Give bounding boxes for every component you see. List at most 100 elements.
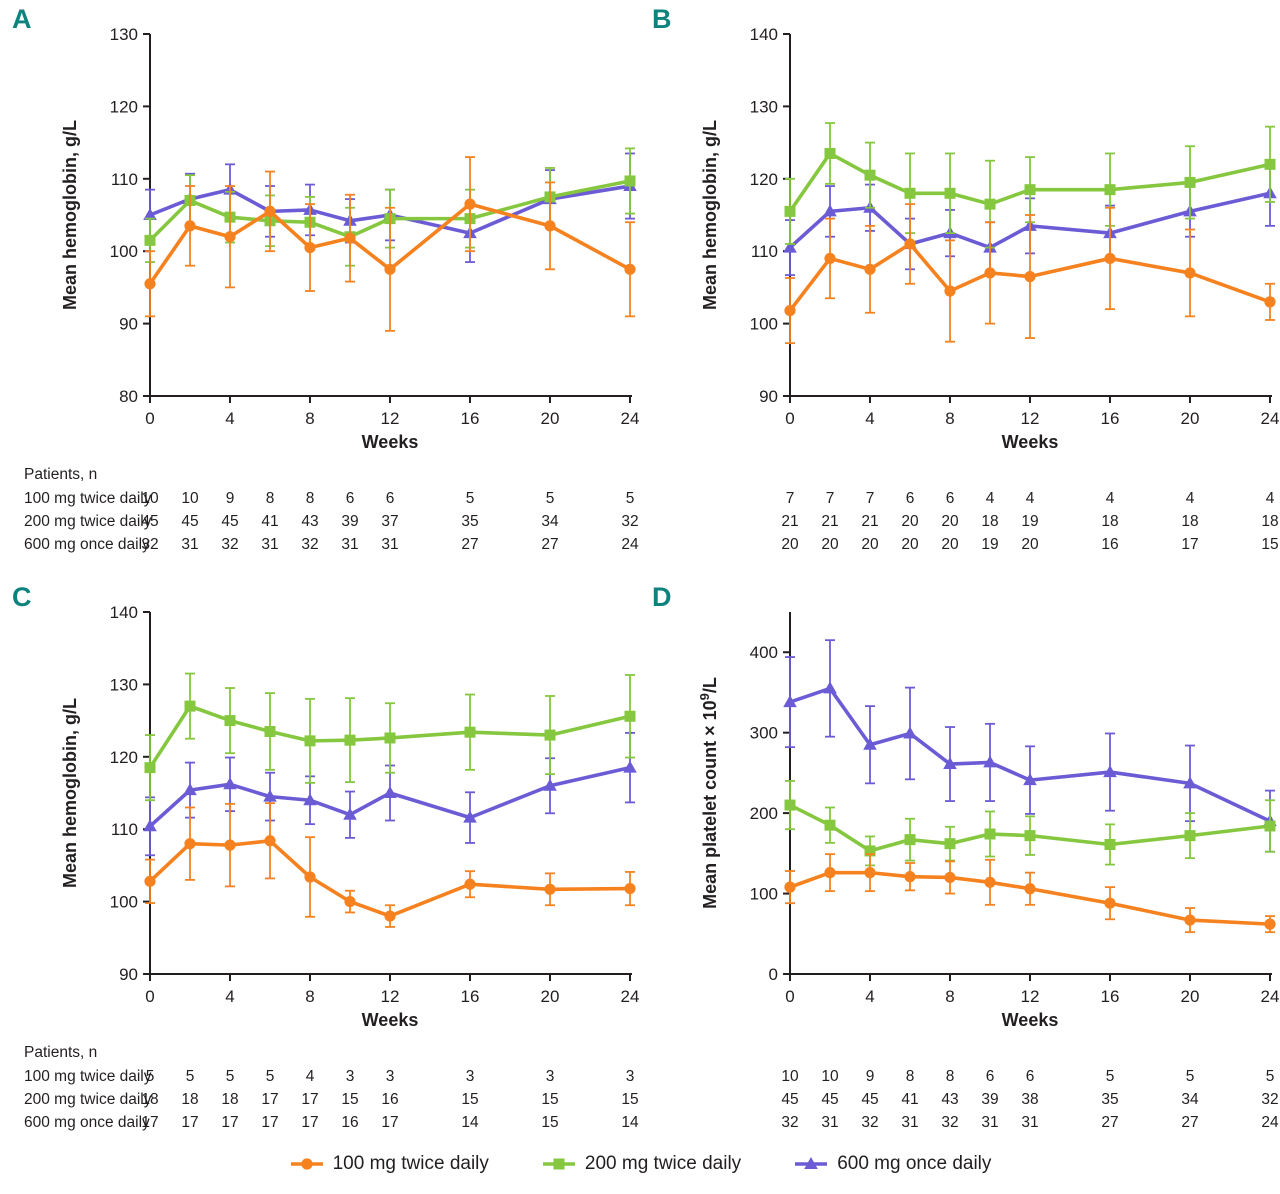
patients-count: 34 (541, 513, 559, 530)
patients-row-label: 200 mg twice daily (24, 1091, 152, 1108)
data-point-circle (184, 220, 196, 232)
data-point-square (824, 819, 836, 831)
panel-C-chart: 90 100 110 120 130 140 0 4 8 12 16 20 24 Weeks Mean he… (60, 603, 640, 1030)
patients-count: 15 (541, 1114, 559, 1131)
panel-B: B 90 100 110 120 130 140 0 4 8 12 16 20 24 Weeks Mean … (640, 0, 1280, 578)
patients-count: 8 (265, 490, 275, 507)
patients-count: 4 (1105, 490, 1115, 507)
x-tick-label: 16 (1101, 987, 1120, 1006)
data-point-square (1184, 176, 1196, 188)
legend: 100 mg twice daily 200 mg twice daily 600 … (0, 1136, 1280, 1192)
data-point-square (464, 726, 476, 738)
x-tick-label: 4 (225, 987, 234, 1006)
patients-count: 45 (141, 513, 159, 530)
data-point-circle (864, 263, 876, 275)
data-point-triangle (143, 208, 157, 220)
patients-count: 20 (901, 513, 919, 530)
patients-count: 37 (381, 513, 399, 530)
x-tick-label: 24 (621, 987, 640, 1006)
legend-item: 600 mg once daily (793, 1153, 991, 1175)
patients-count: 3 (345, 1068, 355, 1085)
ylabel-text: /L (700, 677, 720, 693)
data-point-square (784, 205, 796, 217)
patients-count: 20 (821, 536, 839, 553)
series-line (788, 870, 1272, 926)
data-point-circle (224, 231, 236, 243)
patients-count: 34 (1181, 1091, 1199, 1108)
patients-count: 38 (1021, 1091, 1039, 1108)
patients-count: 19 (981, 536, 999, 553)
data-point-circle (184, 838, 196, 850)
data-point-square (553, 1158, 565, 1170)
y-axis-title: Mean hemoglobin, g/L (60, 120, 80, 310)
series-line (148, 838, 632, 918)
data-point-circle (1184, 914, 1196, 926)
x-tick-label: 0 (145, 409, 154, 428)
data-point-circle (544, 883, 556, 895)
x-tick-label: 4 (865, 409, 874, 428)
series-orange (784, 853, 1276, 934)
patients-count: 16 (341, 1114, 359, 1131)
y-tick-label: 110 (111, 820, 138, 839)
data-point-square (184, 700, 196, 712)
patients-count: 27 (461, 536, 479, 553)
patients-count: 39 (981, 1091, 999, 1108)
x-tick-label: 4 (865, 987, 874, 1006)
patients-table-title: Patients, n (24, 1044, 98, 1061)
x-tick-label: 8 (305, 987, 314, 1006)
data-point-square (1184, 830, 1196, 842)
patients-count: 32 (781, 1114, 799, 1131)
patients-count: 43 (941, 1091, 959, 1108)
data-point-square (264, 725, 276, 737)
patients-count: 32 (941, 1114, 959, 1131)
panel-A-chart: 80 90 100 110 120 130 0 4 8 12 16 20 24 Weeks Mean hem… (60, 25, 639, 452)
data-point-square (384, 732, 396, 744)
y-tick-label: 400 (750, 643, 778, 662)
patients-count: 32 (301, 536, 319, 553)
data-point-square (864, 845, 876, 857)
data-point-square (984, 828, 996, 840)
panel-C-patients-table: Patients, n 100 mg twice daily 5 5 5 5 4 3 3 3 3 3 2… (0, 1044, 640, 1148)
patients-count: 31 (1021, 1114, 1039, 1131)
patients-count: 21 (821, 513, 839, 530)
patients-count: 10 (141, 490, 159, 507)
patients-count: 15 (461, 1091, 479, 1108)
legend-label: 100 mg twice daily (332, 1153, 489, 1174)
patients-count: 18 (141, 1091, 159, 1108)
data-point-square (904, 187, 916, 199)
panel-B-patients-table: 7 7 7 6 6 4 4 4 4 4 21 21 21 20 20 18 19 18 18 18 20 20 20 20 20… (640, 466, 1280, 570)
y-tick-label: 200 (750, 804, 778, 823)
data-point-triangle (863, 737, 877, 750)
patients-count: 4 (305, 1068, 315, 1085)
patients-count: 18 (221, 1091, 239, 1108)
data-point-circle (344, 896, 356, 908)
series-line (788, 242, 1272, 313)
patients-count: 15 (341, 1091, 359, 1108)
x-tick-label: 12 (1021, 409, 1040, 428)
y-tick-label: 130 (110, 675, 138, 694)
data-point-circle (1184, 267, 1196, 279)
patients-count: 8 (905, 1068, 915, 1085)
patients-count: 17 (381, 1114, 399, 1131)
data-point-triangle (983, 755, 997, 768)
patients-count: 16 (381, 1091, 399, 1108)
patients-row-label: 600 mg once daily (24, 1114, 150, 1131)
patients-count: 17 (301, 1114, 319, 1131)
data-point-circle (384, 263, 396, 275)
x-axis-title: Weeks (362, 432, 419, 452)
patients-count: 5 (145, 1068, 155, 1085)
data-point-circle (1264, 918, 1276, 930)
patients-count: 32 (221, 536, 239, 553)
series-line (788, 191, 1272, 250)
patients-count: 9 (865, 1068, 875, 1085)
patients-row-label: 100 mg twice daily (24, 1068, 152, 1085)
y-tick-label: 100 (750, 885, 778, 904)
patients-count: 5 (545, 490, 555, 507)
patients-count: 17 (141, 1114, 159, 1131)
data-point-circle (1024, 270, 1036, 283)
series-line (148, 765, 632, 829)
patients-count: 31 (981, 1114, 999, 1131)
patients-count: 45 (861, 1091, 879, 1108)
data-point-triangle (1183, 776, 1197, 789)
patients-count: 17 (261, 1114, 279, 1131)
